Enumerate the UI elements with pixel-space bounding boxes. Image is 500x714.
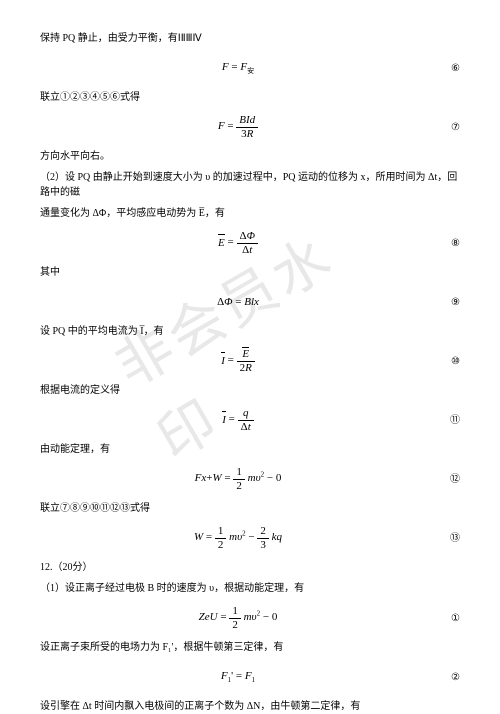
text-line: 设正离子束所受的电场力为 F₁'，根据牛顿第三定律，有 (40, 640, 460, 655)
text-line: （2）设 PQ 由静止开始到速度大小为 υ 的加速过程中，PQ 运动的位移为 x… (40, 170, 460, 200)
equation-row: F1' = F1 ② (40, 663, 460, 691)
equation: I = qΔt (40, 407, 436, 432)
equation: W = 12 mυ2 − 23 kq (40, 525, 436, 550)
eq-number: ⑩ (436, 354, 460, 369)
equation-row: F = BId3R ⑦ (40, 113, 460, 141)
text-line: 其中 (40, 265, 460, 280)
text-line: 联立①②③④⑤⑥式得 (40, 90, 460, 105)
eq-number: ⑥ (436, 61, 460, 76)
equation-row: I = E2R ⑩ (40, 347, 460, 375)
equation: Fx+W = 12 mυ2 − 0 (40, 466, 436, 491)
equation-row: Fx+W = 12 mυ2 − 0 ⑫ (40, 465, 460, 493)
text-line: 12.（20分） (40, 560, 460, 575)
equation: ΔΦ = Blx (40, 294, 436, 311)
page-content: 保持 PQ 静止，由受力平衡，有ⅠⅡⅢⅣ F = F安 ⑥ 联立①②③④⑤⑥式得… (40, 31, 460, 714)
text-line: 设 PQ 中的平均电流为 I̅，有 (40, 324, 460, 339)
eq-number: ② (436, 670, 460, 685)
equation-row: I = qΔt ⑪ (40, 406, 460, 434)
eq-number: ① (436, 611, 460, 626)
text-line: （1）设正离子经过电极 B 时的速度为 υ，根据动能定理，有 (40, 581, 460, 596)
text-line: 由动能定理，有 (40, 442, 460, 457)
eq-number: ⑬ (436, 531, 460, 546)
text-line: 根据电流的定义得 (40, 383, 460, 398)
equation: F = F安 (40, 59, 436, 77)
equation: F = BId3R (40, 114, 436, 139)
equation-row: ΔΦ = Blx ⑨ (40, 288, 460, 316)
equation: I = E2R (40, 348, 436, 373)
text-line: 联立⑦⑧⑨⑩⑪⑫⑬式得 (40, 501, 460, 516)
text-line: 方向水平向右。 (40, 149, 460, 164)
eq-number: ⑪ (436, 413, 460, 428)
equation-row: F = F安 ⑥ (40, 54, 460, 82)
text-line: 通量变化为 ΔΦ，平均感应电动势为 E̅，有 (40, 206, 460, 221)
eq-number: ⑫ (436, 472, 460, 487)
eq-number: ⑦ (436, 120, 460, 135)
equation-row: E = ΔΦΔt ⑧ (40, 229, 460, 257)
equation-row: ZeU = 12 mυ2 − 0 ① (40, 604, 460, 632)
eq-number: ⑨ (436, 295, 460, 310)
eq-number: ⑧ (436, 236, 460, 251)
equation: F1' = F1 (40, 668, 436, 686)
equation: ZeU = 12 mυ2 − 0 (40, 605, 436, 630)
equation: E = ΔΦΔt (40, 230, 436, 255)
text-line: 保持 PQ 静止，由受力平衡，有ⅠⅡⅢⅣ (40, 31, 460, 46)
equation-row: W = 12 mυ2 − 23 kq ⑬ (40, 524, 460, 552)
